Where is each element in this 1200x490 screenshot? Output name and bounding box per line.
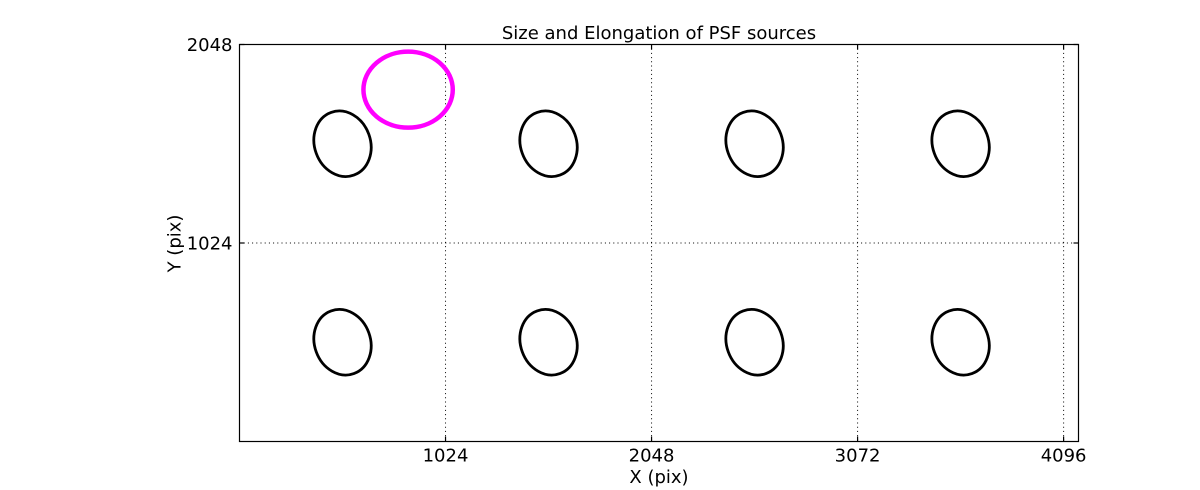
x-tick-label-4096: 4096 <box>1041 446 1087 467</box>
psf-ellipse <box>724 308 785 377</box>
y-tick-label-2048: 2048 <box>187 35 233 56</box>
x-axis-label: X (pix) <box>629 467 689 488</box>
highlight-ellipse <box>361 49 456 130</box>
x-tick-label-1024: 1024 <box>423 446 469 467</box>
psf-ellipse <box>930 109 991 178</box>
psf-ellipse <box>312 109 373 178</box>
x-tick-label-2048: 2048 <box>629 446 675 467</box>
y-axis-label: Y (pix) <box>164 214 186 273</box>
psf-ellipse <box>930 308 991 377</box>
psf-ellipse <box>518 308 579 377</box>
psf-ellipse <box>518 109 579 178</box>
chart-title: Size and Elongation of PSF sources <box>501 23 817 44</box>
psf-ellipse <box>312 308 373 377</box>
psf-ellipse <box>724 109 785 178</box>
y-tick-label-1024: 1024 <box>187 234 233 255</box>
x-tick-label-3072: 3072 <box>835 446 881 467</box>
